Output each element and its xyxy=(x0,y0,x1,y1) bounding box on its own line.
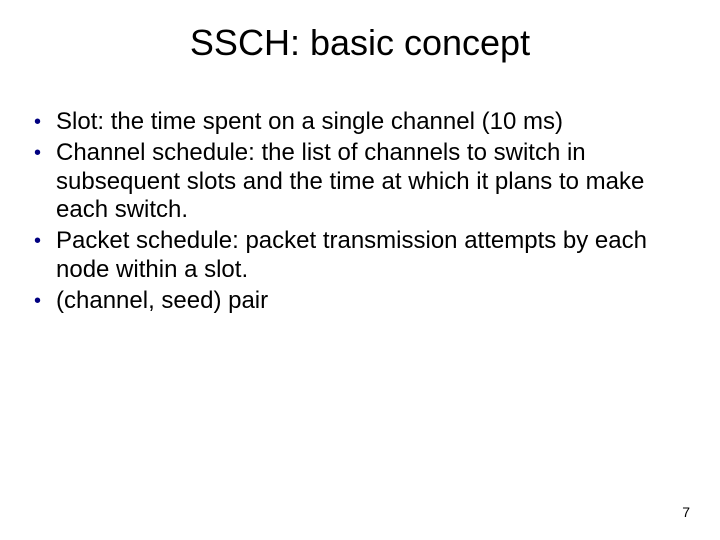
bullet-list: Slot: the time spent on a single channel… xyxy=(32,108,692,316)
list-item: Packet schedule: packet transmission att… xyxy=(32,227,692,285)
slide-title: SSCH: basic concept xyxy=(0,22,720,64)
list-item: Slot: the time spent on a single channel… xyxy=(32,108,692,137)
list-item: (channel, seed) pair xyxy=(32,287,692,316)
page-number: 7 xyxy=(682,504,690,520)
slide-body: Slot: the time spent on a single channel… xyxy=(32,108,692,318)
slide: SSCH: basic concept Slot: the time spent… xyxy=(0,0,720,540)
list-item: Channel schedule: the list of channels t… xyxy=(32,139,692,225)
